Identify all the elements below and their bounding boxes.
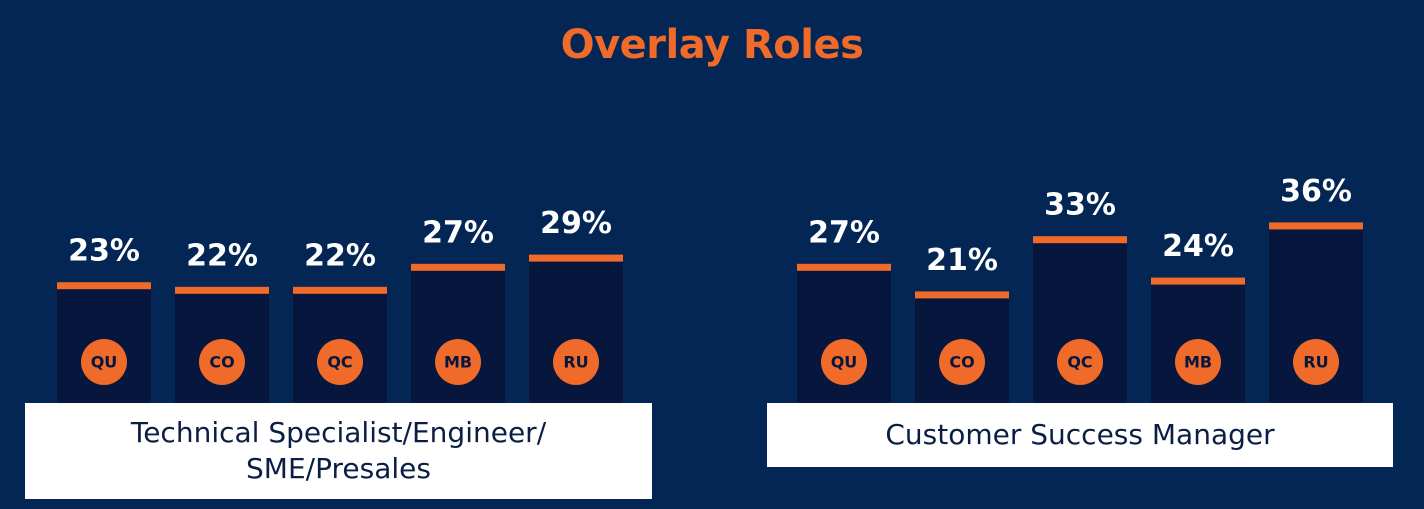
category-label: CO bbox=[209, 353, 234, 372]
category-label: CO bbox=[949, 353, 974, 372]
chart-title: Overlay Roles bbox=[560, 22, 864, 68]
category-badge bbox=[435, 339, 481, 385]
value-label: 22% bbox=[304, 238, 376, 273]
bar-cap-ru bbox=[1269, 222, 1363, 230]
value-label: 27% bbox=[422, 215, 494, 250]
category-label: RU bbox=[1303, 353, 1328, 372]
category-label: RU bbox=[563, 353, 588, 372]
category-badge bbox=[821, 339, 867, 385]
category-label: QU bbox=[831, 353, 858, 372]
bar-cap-qu bbox=[797, 263, 891, 271]
category-badge bbox=[939, 339, 985, 385]
bar-cap-co bbox=[175, 286, 269, 294]
category-badge bbox=[199, 339, 245, 385]
category-badge bbox=[1293, 339, 1339, 385]
value-label: 29% bbox=[540, 206, 612, 241]
category-badge bbox=[553, 339, 599, 385]
category-badge bbox=[1057, 339, 1103, 385]
category-label: QC bbox=[327, 353, 352, 372]
group-label-customer-success-manager: Customer Success Manager bbox=[767, 403, 1393, 467]
bar-cap-mb bbox=[1151, 277, 1245, 285]
bar-cap-qu bbox=[57, 282, 151, 290]
value-label: 21% bbox=[926, 243, 998, 278]
chart-customer-success-manager: 27% QU 21% CO 33% QC 24% MB 36% RU bbox=[797, 174, 1363, 403]
category-label: MB bbox=[1184, 353, 1212, 372]
category-label: QC bbox=[1067, 353, 1092, 372]
category-badge bbox=[317, 339, 363, 385]
category-label: MB bbox=[444, 353, 472, 372]
value-label: 22% bbox=[186, 238, 258, 273]
bar-cap-qc bbox=[293, 286, 387, 294]
value-label: 33% bbox=[1044, 188, 1116, 223]
value-label: 36% bbox=[1280, 174, 1352, 209]
category-badge bbox=[1175, 339, 1221, 385]
value-label: 23% bbox=[68, 234, 140, 269]
value-label: 24% bbox=[1162, 229, 1234, 264]
category-badge bbox=[81, 339, 127, 385]
group-label-technical-specialist: Technical Specialist/Engineer/ SME/Presa… bbox=[25, 403, 652, 499]
bar-cap-qc bbox=[1033, 236, 1127, 244]
group-label-line-1: Customer Success Manager bbox=[885, 418, 1275, 451]
chart-technical-specialist: 23% QU 22% CO 22% QC 27% MB 29% RU bbox=[57, 206, 623, 403]
bar-cap-ru bbox=[529, 254, 623, 262]
category-label: QU bbox=[91, 353, 118, 372]
group-label-line-2: SME/Presales bbox=[246, 452, 431, 485]
group-label-line-1: Technical Specialist/Engineer/ bbox=[130, 416, 547, 449]
bar-cap-co bbox=[915, 291, 1009, 299]
value-label: 27% bbox=[808, 215, 880, 250]
bar-cap-mb bbox=[411, 263, 505, 271]
